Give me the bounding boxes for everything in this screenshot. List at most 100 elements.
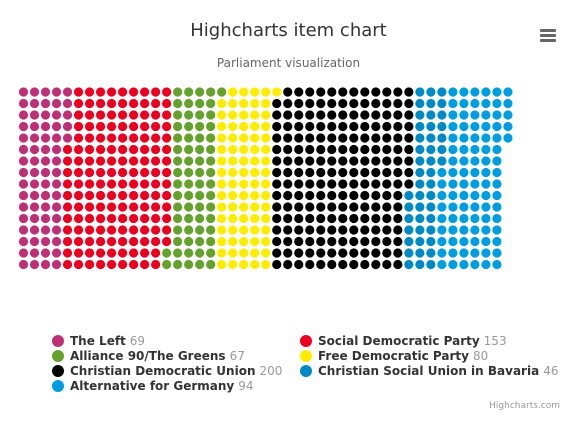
seat-point[interactable] (228, 133, 238, 143)
seat-point[interactable] (84, 248, 95, 258)
seat-point[interactable] (338, 213, 348, 224)
seat-point[interactable] (151, 259, 161, 270)
seat-point[interactable] (40, 225, 51, 235)
seat-point[interactable] (327, 110, 337, 120)
seat-point[interactable] (459, 110, 469, 120)
legend-item-social-democratic-party[interactable]: Social Democratic Party 153 (300, 334, 507, 349)
seat-point[interactable] (162, 225, 172, 235)
seat-point[interactable] (327, 190, 337, 201)
seat-point[interactable] (437, 213, 447, 224)
seat-point[interactable] (360, 202, 370, 212)
seat-point[interactable] (228, 236, 238, 247)
seat-point[interactable] (261, 225, 271, 235)
seat-point[interactable] (459, 213, 469, 224)
seat-point[interactable] (415, 167, 425, 178)
seat-point[interactable] (95, 110, 106, 120)
seat-point[interactable] (283, 259, 293, 270)
seat-point[interactable] (206, 133, 216, 143)
seat-point[interactable] (360, 110, 370, 120)
seat-point[interactable] (261, 133, 271, 143)
seat-point[interactable] (129, 248, 139, 258)
seat-point[interactable] (206, 87, 216, 97)
seat-point[interactable] (51, 144, 62, 155)
seat-point[interactable] (228, 213, 238, 224)
seat-point[interactable] (18, 156, 29, 166)
seat-point[interactable] (151, 144, 161, 155)
seat-point[interactable] (51, 87, 62, 97)
seat-point[interactable] (371, 179, 381, 189)
seat-point[interactable] (173, 190, 183, 201)
seat-point[interactable] (95, 121, 106, 132)
seat-point[interactable] (349, 98, 359, 109)
seat-point[interactable] (481, 98, 491, 109)
seat-point[interactable] (129, 236, 139, 247)
seat-point[interactable] (338, 202, 348, 212)
seat-point[interactable] (239, 248, 249, 258)
seat-point[interactable] (492, 190, 502, 201)
seat-point[interactable] (129, 98, 139, 109)
seat-point[interactable] (73, 179, 84, 189)
seat-point[interactable] (426, 144, 436, 155)
seat-point[interactable] (360, 179, 370, 189)
seat-point[interactable] (393, 236, 403, 247)
seat-point[interactable] (327, 167, 337, 178)
seat-point[interactable] (316, 179, 326, 189)
seat-point[interactable] (129, 87, 139, 97)
seat-point[interactable] (305, 98, 315, 109)
seat-point[interactable] (173, 236, 183, 247)
seat-point[interactable] (338, 236, 348, 247)
seat-point[interactable] (206, 236, 216, 247)
seat-point[interactable] (84, 213, 95, 224)
seat-point[interactable] (162, 133, 172, 143)
seat-point[interactable] (448, 144, 458, 155)
seat-point[interactable] (239, 156, 249, 166)
seat-point[interactable] (106, 110, 117, 120)
seat-point[interactable] (349, 156, 359, 166)
seat-point[interactable] (382, 110, 392, 120)
seat-point[interactable] (73, 133, 84, 143)
seat-point[interactable] (393, 144, 403, 155)
seat-point[interactable] (18, 133, 29, 143)
seat-point[interactable] (51, 236, 62, 247)
seat-point[interactable] (40, 110, 51, 120)
seat-point[interactable] (393, 225, 403, 235)
seat-point[interactable] (426, 213, 436, 224)
seat-point[interactable] (106, 259, 117, 270)
seat-point[interactable] (327, 156, 337, 166)
seat-point[interactable] (437, 179, 447, 189)
seat-point[interactable] (73, 87, 84, 97)
seat-point[interactable] (195, 98, 205, 109)
seat-point[interactable] (470, 213, 480, 224)
seat-point[interactable] (437, 98, 447, 109)
seat-point[interactable] (117, 98, 128, 109)
seat-point[interactable] (426, 133, 436, 143)
seat-point[interactable] (492, 179, 502, 189)
seat-point[interactable] (151, 213, 161, 224)
seat-point[interactable] (492, 202, 502, 212)
seat-point[interactable] (404, 156, 414, 166)
seat-point[interactable] (106, 98, 117, 109)
seat-point[interactable] (481, 202, 491, 212)
seat-point[interactable] (305, 156, 315, 166)
seat-point[interactable] (151, 167, 161, 178)
seat-point[interactable] (305, 259, 315, 270)
seat-point[interactable] (272, 259, 282, 270)
seat-point[interactable] (459, 144, 469, 155)
seat-point[interactable] (62, 259, 73, 270)
seat-point[interactable] (73, 156, 84, 166)
seat-point[interactable] (18, 98, 29, 109)
seat-point[interactable] (195, 179, 205, 189)
seat-point[interactable] (327, 248, 337, 258)
seat-point[interactable] (95, 236, 106, 247)
seat-point[interactable] (51, 167, 62, 178)
seat-point[interactable] (84, 179, 95, 189)
seat-point[interactable] (151, 87, 161, 97)
seat-point[interactable] (426, 225, 436, 235)
seat-point[interactable] (393, 133, 403, 143)
seat-point[interactable] (250, 190, 260, 201)
seat-point[interactable] (492, 133, 502, 143)
seat-point[interactable] (261, 98, 271, 109)
seat-point[interactable] (173, 167, 183, 178)
seat-point[interactable] (294, 213, 304, 224)
seat-point[interactable] (294, 202, 304, 212)
